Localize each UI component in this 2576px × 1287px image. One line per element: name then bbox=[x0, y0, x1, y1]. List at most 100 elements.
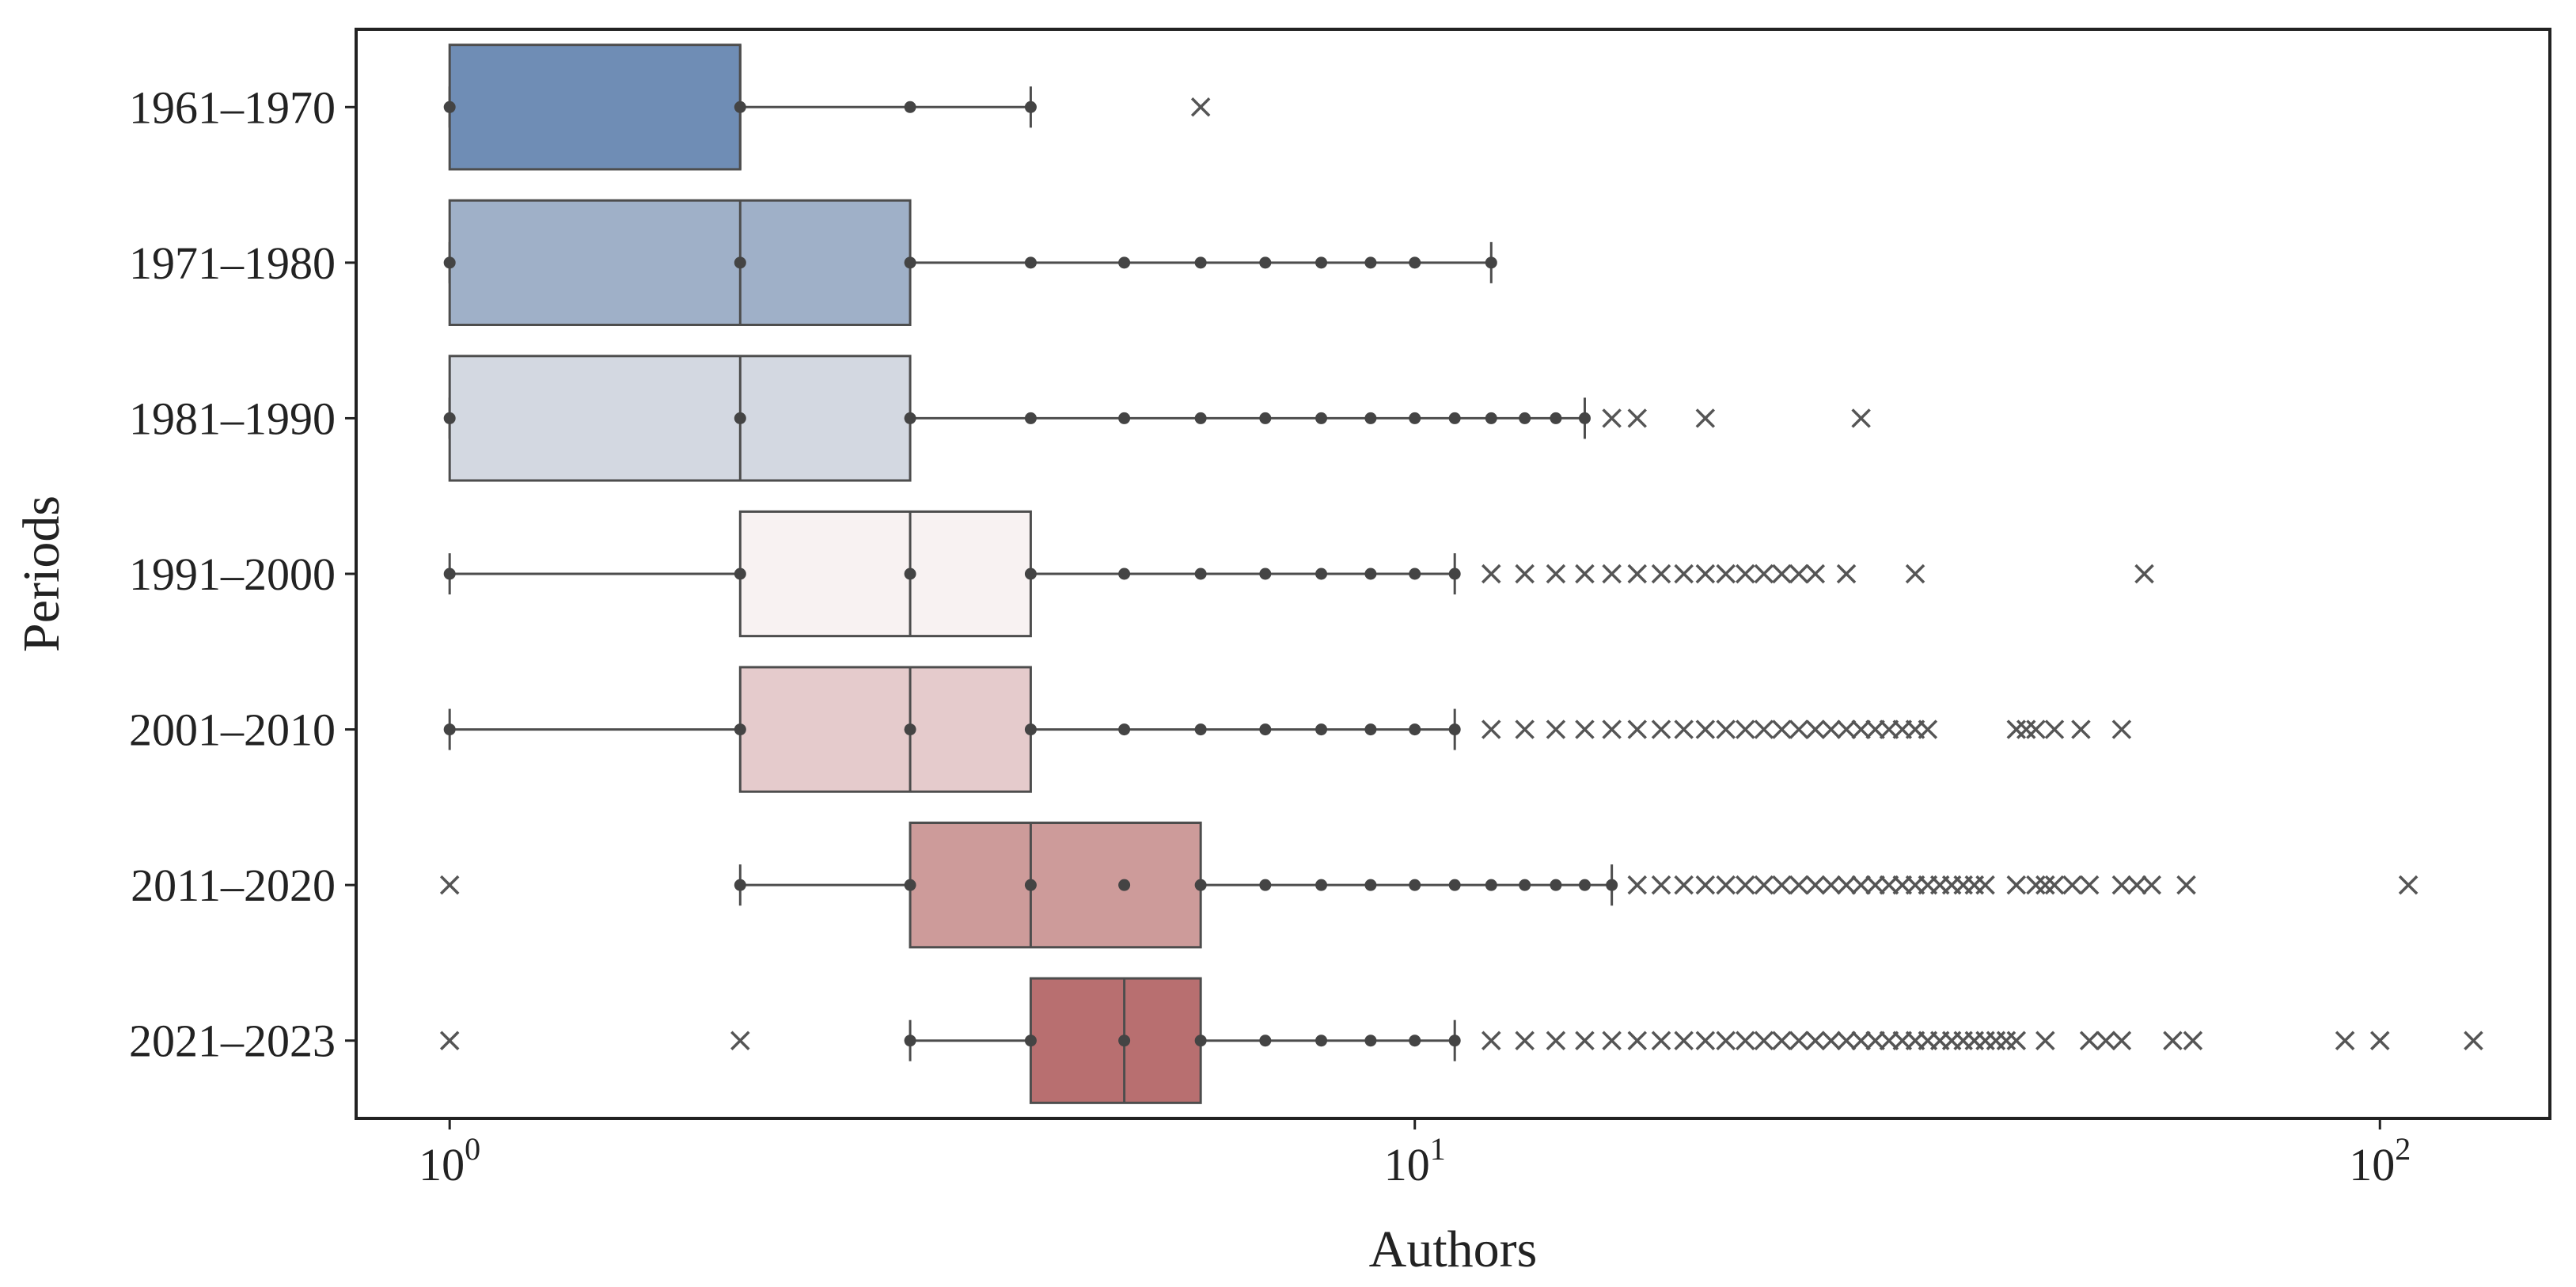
outlier-marker bbox=[1674, 719, 1694, 739]
outlier-marker bbox=[1651, 719, 1671, 739]
outlier-stroke bbox=[2335, 1031, 2355, 1050]
data-point bbox=[1259, 256, 1272, 269]
y-tick-label: 1971–1980 bbox=[129, 237, 336, 289]
box bbox=[448, 355, 912, 482]
outlier-marker bbox=[1627, 408, 1647, 428]
outlier-marker bbox=[1716, 719, 1736, 739]
outlier-marker bbox=[1918, 719, 1938, 739]
outlier-stroke bbox=[1674, 1031, 1694, 1050]
outlier-marker bbox=[2079, 875, 2100, 895]
outlier-stroke bbox=[1789, 1031, 1809, 1050]
outlier-marker bbox=[1821, 1031, 1842, 1050]
outlier-stroke bbox=[1805, 1031, 1826, 1050]
outlier-stroke bbox=[1772, 564, 1792, 584]
outlier-stroke bbox=[2006, 875, 2027, 895]
data-point bbox=[904, 1035, 916, 1047]
outlier-stroke bbox=[1546, 564, 1566, 584]
outlier-marker bbox=[1651, 875, 1671, 895]
outlier-stroke bbox=[1821, 719, 1842, 739]
box bbox=[1029, 977, 1202, 1104]
outlier-marker bbox=[1716, 875, 1736, 895]
outlier-marker bbox=[1736, 719, 1755, 739]
outlier-stroke bbox=[1754, 875, 1774, 895]
data-point bbox=[1315, 568, 1328, 580]
outlier-stroke bbox=[2044, 875, 2065, 895]
box-group bbox=[443, 44, 1211, 171]
outlier-stroke bbox=[2026, 719, 2046, 739]
data-point bbox=[1364, 568, 1377, 580]
outlier-stroke bbox=[2096, 1031, 2116, 1050]
data-point bbox=[734, 568, 746, 580]
outlier-marker bbox=[1674, 1031, 1694, 1050]
outlier-stroke bbox=[2026, 875, 2046, 895]
outlier-stroke bbox=[1851, 719, 1871, 739]
data-point bbox=[904, 879, 916, 891]
outlier-stroke bbox=[1805, 564, 1826, 584]
outlier-stroke bbox=[1674, 719, 1694, 739]
outlier-marker bbox=[1546, 1031, 1566, 1050]
outlier-stroke bbox=[1515, 1031, 1535, 1050]
data-point bbox=[1024, 256, 1037, 269]
data-point bbox=[904, 568, 916, 580]
x-tick-label: 101 bbox=[1384, 1131, 1446, 1190]
data-point bbox=[1485, 412, 1497, 424]
outlier-marker bbox=[1627, 1031, 1647, 1050]
outlier-stroke bbox=[1805, 875, 1826, 895]
outlier-stroke bbox=[1575, 564, 1595, 584]
x-tick-label: 100 bbox=[419, 1131, 480, 1190]
outlier-marker bbox=[1674, 875, 1694, 895]
y-axis-label: Periods bbox=[13, 495, 70, 652]
outlier-stroke bbox=[1805, 719, 1826, 739]
outlier-stroke bbox=[1789, 719, 1809, 739]
outlier-stroke bbox=[2370, 1031, 2390, 1050]
outlier-stroke bbox=[1674, 875, 1694, 895]
outlier-stroke bbox=[2035, 1031, 2055, 1050]
outlier-stroke bbox=[1627, 719, 1647, 739]
outlier-marker bbox=[1575, 1031, 1595, 1050]
outlier-marker bbox=[1695, 719, 1716, 739]
outlier-marker bbox=[1716, 564, 1736, 584]
outlier-marker bbox=[1515, 1031, 1535, 1050]
data-point bbox=[1364, 879, 1377, 891]
outlier-marker bbox=[1851, 1031, 1871, 1050]
outlier-stroke bbox=[2035, 875, 2055, 895]
outlier-marker bbox=[1975, 875, 1995, 895]
outlier-marker bbox=[1851, 719, 1871, 739]
box-group bbox=[439, 977, 2483, 1104]
outlier-stroke bbox=[2062, 875, 2082, 895]
box bbox=[738, 666, 1032, 793]
outlier-marker bbox=[2163, 1031, 2183, 1050]
data-point bbox=[1485, 256, 1497, 269]
outlier-marker bbox=[1515, 719, 1535, 739]
data-point bbox=[1194, 723, 1207, 736]
data-point bbox=[443, 412, 456, 424]
outlier-marker bbox=[1575, 719, 1595, 739]
y-tick-label: 2021–2023 bbox=[129, 1016, 336, 1067]
outlier-stroke bbox=[1695, 564, 1716, 584]
data-point bbox=[1315, 256, 1328, 269]
outlier-stroke bbox=[1695, 1031, 1716, 1050]
outlier-marker bbox=[2006, 875, 2027, 895]
outlier-stroke bbox=[1716, 564, 1736, 584]
outlier-stroke bbox=[439, 875, 460, 895]
outlier-marker bbox=[2126, 875, 2147, 895]
data-point bbox=[1118, 568, 1131, 580]
outlier-marker bbox=[1754, 1031, 1774, 1050]
outlier-marker bbox=[1836, 719, 1857, 739]
outlier-stroke bbox=[2134, 564, 2154, 584]
data-point bbox=[734, 101, 746, 113]
data-point bbox=[1024, 1035, 1037, 1047]
outlier-stroke bbox=[2163, 1031, 2183, 1050]
outlier-stroke bbox=[2126, 875, 2147, 895]
data-point bbox=[1315, 1035, 1328, 1047]
outlier-marker bbox=[2016, 719, 2036, 739]
outlier-marker bbox=[1651, 1031, 1671, 1050]
outlier-stroke bbox=[1905, 564, 1925, 584]
data-point bbox=[1194, 1035, 1207, 1047]
data-point bbox=[443, 256, 456, 269]
data-point bbox=[1448, 723, 1461, 736]
outlier-stroke bbox=[1789, 875, 1809, 895]
outlier-marker bbox=[1865, 719, 1885, 739]
outlier-stroke bbox=[2183, 1031, 2203, 1050]
outlier-stroke bbox=[1481, 1031, 1501, 1050]
